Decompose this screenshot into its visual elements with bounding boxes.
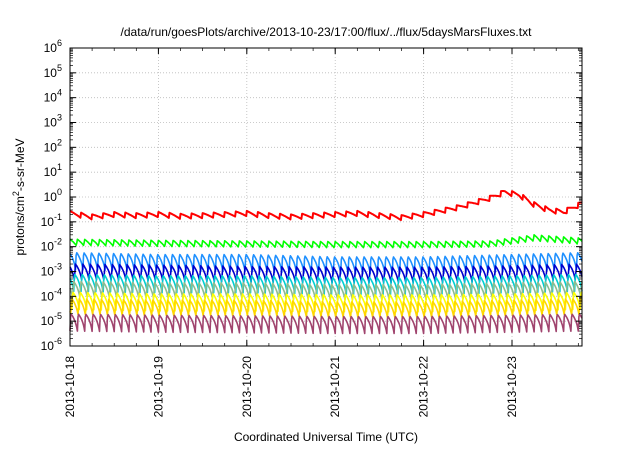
- y-tick-label-exponent: -3: [54, 262, 62, 272]
- y-tick-label-exponent: 3: [57, 113, 62, 123]
- y-tick-label: 103: [44, 113, 62, 130]
- y-tick-label-base: 10: [41, 314, 55, 328]
- y-tick-label-exponent: 5: [57, 63, 62, 73]
- series-line-7: [69, 291, 583, 313]
- y-tick-label: 10-4: [41, 286, 62, 303]
- y-tick-label-base: 10: [44, 190, 58, 204]
- y-tick-label-base: 10: [41, 240, 55, 254]
- y-tick-label-exponent: -1: [54, 212, 62, 222]
- y-tick-label-exponent: 4: [57, 88, 62, 98]
- y-tick-label: 101: [44, 162, 62, 179]
- y-tick-label: 102: [44, 137, 62, 154]
- y-tick-label-exponent: 0: [57, 187, 62, 197]
- y-tick-label-exponent: -5: [54, 311, 62, 321]
- y-tick-label-base: 10: [41, 265, 55, 279]
- y-tick-label-exponent: -6: [54, 336, 62, 346]
- x-tick-label: 2013-10-18: [63, 356, 77, 418]
- series-line-2: [69, 234, 583, 249]
- y-tick-label: 100: [44, 187, 62, 204]
- y-tick-label: 10-3: [41, 262, 62, 279]
- y-tick-label-exponent: 6: [57, 38, 62, 48]
- y-axis-ticks: 10-610-510-410-310-210-11001011021031041…: [41, 38, 582, 353]
- y-tick-label-base: 10: [41, 215, 55, 229]
- y-tick-label-exponent: -4: [54, 286, 62, 296]
- y-tick-label: 106: [44, 38, 62, 55]
- y-tick-label-base: 10: [44, 140, 58, 154]
- x-tick-label: 2013-10-22: [417, 356, 431, 418]
- y-tick-label-exponent: -2: [54, 237, 62, 247]
- y-tick-label-base: 10: [44, 91, 58, 105]
- y-axis-label-exponent: 2: [11, 191, 21, 196]
- chart-title: /data/run/goesPlots/archive/2013-10-23/1…: [121, 25, 533, 39]
- y-tick-label: 10-5: [41, 311, 62, 328]
- y-tick-label: 104: [44, 88, 62, 105]
- y-tick-label-exponent: 2: [57, 137, 62, 147]
- series-line-9: [69, 313, 583, 335]
- y-axis-label-suffix: -s-sr-MeV: [13, 138, 27, 191]
- y-axis-label-prefix: protons/cm: [13, 196, 27, 255]
- y-tick-label: 10-6: [41, 336, 62, 353]
- x-axis-label: Coordinated Universal Time (UTC): [234, 430, 418, 444]
- y-tick-label-base: 10: [41, 289, 55, 303]
- series-line-5: [69, 273, 583, 296]
- x-axis-ticks: 2013-10-18 2013-10-19 2013-10-20 2013-10-21…: [63, 48, 579, 418]
- series-line-8: [69, 297, 583, 319]
- x-tick-label: 2013-10-21: [328, 356, 342, 418]
- y-tick-label-base: 10: [41, 339, 55, 353]
- y-tick-label: 10-2: [41, 237, 62, 254]
- x-tick-label: 2013-10-20: [240, 356, 254, 418]
- y-axis-label: protons/cm2-s-sr-MeV: [11, 138, 27, 255]
- y-tick-label-base: 10: [44, 41, 58, 55]
- y-tick-label-exponent: 1: [57, 162, 62, 172]
- x-tick-label: 2013-10-19: [151, 356, 165, 418]
- y-tick-label-base: 10: [44, 66, 58, 80]
- y-tick-label: 10-1: [41, 212, 62, 229]
- series-layer: [69, 190, 583, 335]
- series-line-6: [69, 280, 583, 301]
- series-line-1: [69, 190, 583, 222]
- x-tick-label: 2013-10-23: [505, 356, 519, 418]
- y-tick-label-base: 10: [44, 165, 58, 179]
- y-tick-label-base: 10: [44, 116, 58, 130]
- y-tick-label: 105: [44, 63, 62, 80]
